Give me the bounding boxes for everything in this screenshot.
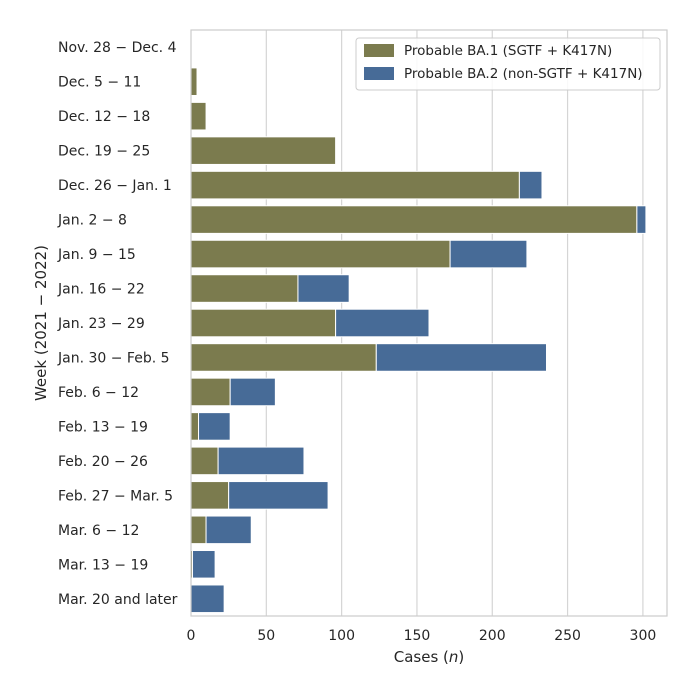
bars-layer [190, 67, 647, 614]
bar-segment-ba2 [335, 308, 430, 338]
y-tick-label: Dec. 19 − 25 [58, 144, 150, 160]
y-tick-label: Jan. 9 − 15 [57, 247, 136, 263]
legend-label-ba1: Probable BA.1 (SGTF + K417N) [404, 43, 612, 59]
bar-segment-ba2 [217, 446, 305, 476]
bar-segment-ba1 [190, 67, 198, 96]
bar-segment-ba2 [190, 584, 225, 614]
x-tick-labels: 0 50 100 150 200 250 300 [187, 628, 657, 644]
y-tick-label: Jan. 16 − 22 [57, 282, 145, 298]
y-tick-label: Jan. 2 − 8 [57, 213, 127, 229]
y-tick-label: Feb. 20 − 26 [58, 454, 148, 470]
y-tick-label: Dec. 5 − 11 [58, 75, 141, 91]
y-tick-label: Nov. 28 − Dec. 4 [58, 40, 177, 56]
x-tick-label: 100 [328, 628, 355, 644]
bar-segment-ba1 [190, 170, 520, 200]
x-tick-label: 50 [257, 628, 275, 644]
bar-segment-ba2 [375, 343, 547, 372]
y-tick-label: Dec. 26 − Jan. 1 [58, 178, 172, 194]
bar-segment-ba2 [449, 239, 528, 269]
y-tick-label: Jan. 23 − 29 [57, 316, 145, 332]
y-tick-label: Feb. 27 − Mar. 5 [58, 488, 173, 504]
bar-segment-ba1 [190, 377, 231, 407]
bar-segment-ba1 [190, 481, 230, 510]
bar-segment-ba2 [198, 412, 231, 441]
bar-segment-ba2 [636, 205, 647, 234]
x-tick-label: 300 [630, 628, 657, 644]
legend-label-ba2: Probable BA.2 (non-SGTF + K417N) [404, 66, 643, 82]
y-tick-label: Mar. 6 − 12 [58, 523, 139, 539]
bar-segment-ba2 [297, 274, 350, 303]
x-tick-label: 250 [554, 628, 581, 644]
bar-segment-ba1 [190, 274, 299, 303]
bar-segment-ba1 [190, 343, 377, 372]
y-tick-label: Mar. 13 − 19 [58, 557, 148, 573]
bar-segment-ba1 [190, 446, 219, 476]
bar-segment-ba1 [190, 515, 207, 545]
bar-segment-ba1 [190, 205, 638, 234]
bar-segment-ba2 [192, 550, 216, 579]
legend-swatch-ba2 [364, 67, 394, 80]
bar-segment-ba2 [518, 170, 543, 200]
y-tick-label: Mar. 20 and later [58, 592, 178, 608]
x-tick-label: 0 [187, 628, 196, 644]
bar-segment-ba2 [229, 377, 276, 407]
x-axis-label: Cases (n) [394, 648, 465, 666]
bar-segment-ba1 [190, 136, 337, 165]
bar-segment-ba1 [190, 239, 451, 269]
y-axis-label: Week (2021 − 2022) [32, 245, 50, 401]
bar-segment-ba2 [205, 515, 252, 545]
x-tick-label: 150 [404, 628, 431, 644]
y-tick-label: Dec. 12 − 18 [58, 109, 150, 125]
plot-frame [190, 29, 668, 617]
bar-segment-ba2 [228, 481, 329, 510]
bar-segment-ba1 [190, 308, 337, 338]
bar-segment-ba1 [190, 412, 200, 441]
bar-segment-ba1 [190, 101, 207, 131]
legend-box [355, 37, 661, 91]
y-tick-labels: Nov. 28 − Dec. 4 Dec. 5 − 11 Dec. 12 − 18 D… [57, 40, 178, 608]
y-tick-label: Feb. 6 − 12 [58, 385, 139, 401]
y-tick-label: Jan. 30 − Feb. 5 [57, 350, 170, 366]
legend: Probable BA.1 (SGTF + K417N) Probable BA… [355, 37, 661, 91]
legend-swatch-ba1 [364, 44, 394, 57]
x-tick-label: 200 [479, 628, 506, 644]
y-tick-label: Feb. 13 − 19 [58, 419, 148, 435]
